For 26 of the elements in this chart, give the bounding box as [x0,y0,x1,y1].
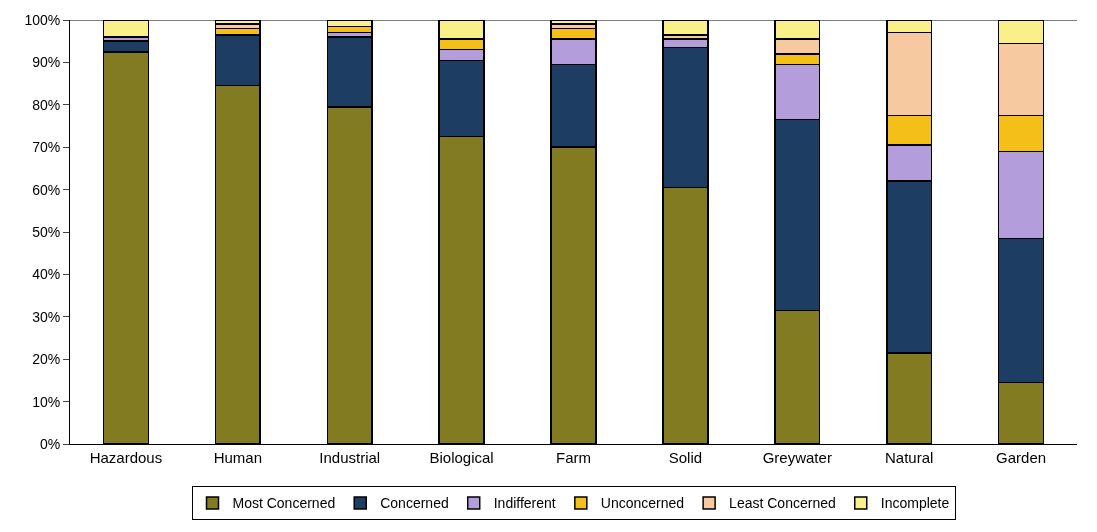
x-tick-label: Biological [429,449,494,466]
x-tick-label: Human [213,449,263,466]
y-tick-label: 40% [32,266,61,283]
legend-label: Incomplete [880,495,950,512]
y-tick-label: 30% [32,308,61,325]
y-tick-label: 10% [32,393,61,410]
x-tick-label: Farm [556,449,591,466]
legend-label: Unconcerned [600,495,685,512]
legend-label: Indifferent [493,495,556,512]
legend-label: Most Concerned [232,495,336,512]
x-tick-label: Natural [884,449,934,466]
y-tick-label: 90% [32,54,61,71]
x-tick-label: Hazardous [89,449,163,466]
x-tick-label: Garden [996,449,1047,466]
y-tick-label: 60% [32,181,61,198]
y-tick-label: 100% [24,11,61,28]
legend-label: Least Concerned [729,495,836,512]
x-tick-label: Greywater [762,449,832,466]
y-tick-label: 80% [32,96,61,113]
legend-label: Concerned [380,495,449,512]
y-tick-label: 20% [32,351,61,368]
x-tick-label: Solid [668,449,703,466]
y-tick-label: 0% [39,435,61,452]
x-tick-label: Industrial [319,449,381,466]
y-tick-label: 70% [32,139,61,156]
y-tick-label: 50% [32,223,61,240]
